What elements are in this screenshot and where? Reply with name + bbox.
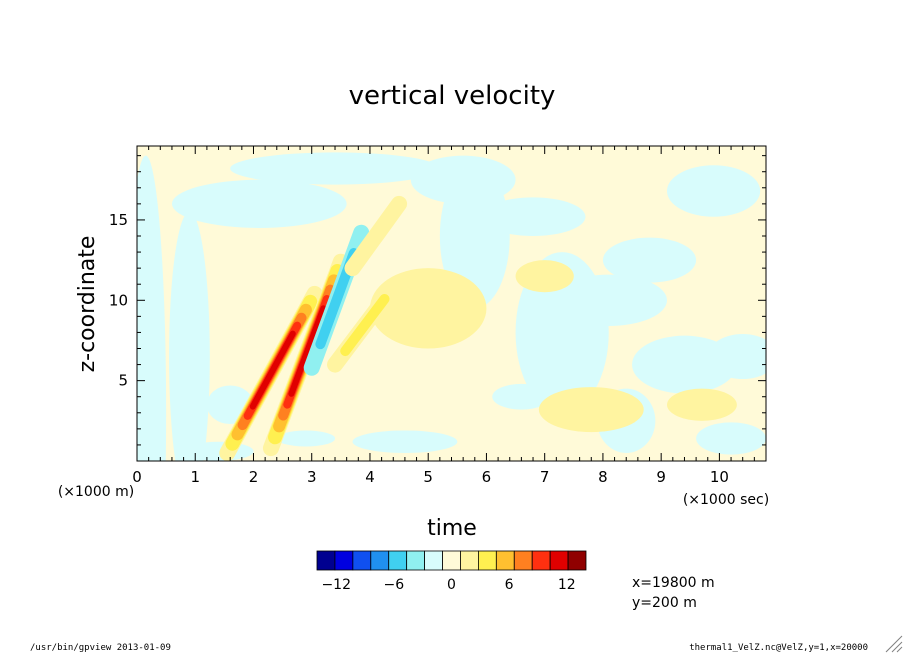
colorbar-swatch xyxy=(388,550,408,571)
colorbar-swatch xyxy=(370,550,390,571)
colorbar-tick-label: −12 xyxy=(321,577,351,593)
weak-downdraft-region xyxy=(550,274,667,326)
x-axis-label: time xyxy=(427,516,477,541)
x-tick-label: 6 xyxy=(482,468,492,486)
y-axis: 5 10 15 xyxy=(109,155,766,446)
weak-downdraft-region xyxy=(602,237,697,283)
weak-downdraft-region xyxy=(171,179,347,228)
colorbar-swatch xyxy=(352,550,372,571)
colorbar-tick-label: −6 xyxy=(384,577,405,593)
colorbar-swatch xyxy=(531,550,551,571)
x-tick-label: 5 xyxy=(423,468,433,486)
colorbar-swatch xyxy=(460,550,479,571)
colorbar-swatch xyxy=(442,550,461,571)
plot-area xyxy=(136,145,767,462)
footer-program-date: /usr/bin/gpview 2013-01-09 xyxy=(30,643,171,653)
weak-downdraft-region xyxy=(169,211,210,461)
x-tick-label: 4 xyxy=(365,468,375,486)
colorbar-swatch xyxy=(567,550,587,571)
y-tick-label: 5 xyxy=(118,372,128,390)
weak-downdraft-region xyxy=(696,422,766,455)
x-tick-label: 7 xyxy=(540,468,550,486)
x-tick-label: 2 xyxy=(249,468,259,486)
y-tick-label: 15 xyxy=(109,211,128,229)
colorbar-swatch xyxy=(424,550,443,571)
x-position-note: x=19800 m xyxy=(632,575,715,591)
y-axis-unit: (×1000 m) xyxy=(58,484,134,500)
weak-updraft-region xyxy=(538,387,644,433)
x-tick-label: 3 xyxy=(307,468,317,486)
colorbar-tick-label: 12 xyxy=(558,577,576,593)
y-axis-label: z-coordinate xyxy=(75,236,100,373)
x-tick-label: 1 xyxy=(190,468,200,486)
colorbar-tick-label: 0 xyxy=(447,577,456,593)
x-tick-label: 0 xyxy=(132,468,142,486)
x-axis-unit: (×1000 sec) xyxy=(683,492,769,508)
footer-source-file: thermal1_VelZ.nc@VelZ,y=1,x=20000 xyxy=(689,643,868,653)
weak-downdraft-region xyxy=(230,152,440,185)
colorbar-swatch xyxy=(477,550,497,571)
weak-updraft-region xyxy=(515,260,574,293)
y-tick-label: 10 xyxy=(109,291,128,309)
colorbar-tick-label: 6 xyxy=(505,577,514,593)
x-tick-label: 8 xyxy=(598,468,608,486)
colorbar: −12 −6 0 6 12 xyxy=(316,550,587,593)
colorbar-swatch xyxy=(495,550,515,571)
weak-downdraft-region xyxy=(707,334,766,380)
x-axis: 0 1 2 3 4 5 6 7 8 9 10 xyxy=(132,146,767,486)
resize-grip-icon[interactable] xyxy=(885,635,903,653)
updraft-streak-level xyxy=(344,195,408,277)
weak-downdraft-region xyxy=(666,165,761,217)
weak-downdraft-region xyxy=(137,155,167,461)
chart-title: vertical velocity xyxy=(349,81,556,111)
velocity-field xyxy=(137,152,766,461)
weak-updraft-region xyxy=(666,388,737,421)
colorbar-swatch xyxy=(549,550,569,571)
updraft-streak-level xyxy=(340,294,390,357)
updraft-streak-level xyxy=(288,305,327,397)
x-tick-label: 9 xyxy=(656,468,666,486)
weak-downdraft-region xyxy=(492,383,551,410)
updraft-streak-level xyxy=(249,330,296,410)
weak-downdraft-region xyxy=(410,155,516,204)
colorbar-swatch xyxy=(316,550,336,571)
y-position-note: y=200 m xyxy=(632,595,697,611)
weak-downdraft-region xyxy=(480,197,586,236)
colorbar-swatch xyxy=(513,550,533,571)
x-tick-label: 10 xyxy=(710,468,729,486)
colorbar-swatch xyxy=(406,550,425,571)
colorbar-swatch xyxy=(334,550,354,571)
weak-downdraft-region xyxy=(276,430,336,447)
weak-downdraft-region xyxy=(352,430,458,453)
